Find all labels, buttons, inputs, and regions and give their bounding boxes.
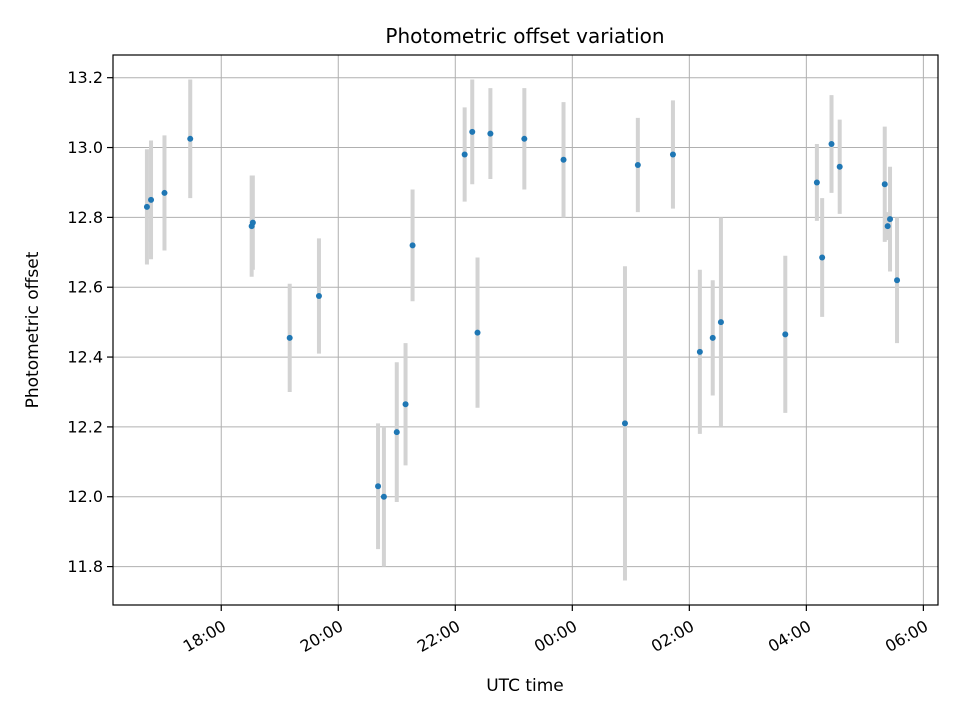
data-point [487,130,494,137]
y-tick-label: 12.0 [67,487,103,506]
data-point [143,203,150,210]
data-point [375,483,382,490]
y-tick-label: 12.2 [67,417,103,436]
data-point [402,401,409,408]
data-points [143,128,901,500]
data-point [315,292,322,299]
data-point [894,277,901,284]
y-tick-label: 13.0 [67,138,103,157]
data-point [836,163,843,170]
y-tick-label: 12.6 [67,278,103,297]
data-point [634,162,641,168]
data-point [461,151,468,158]
data-point [621,420,628,427]
y-axis-title: Photometric offset [23,251,43,408]
data-point [409,242,416,249]
plot-area-frame [112,54,939,606]
data-point [782,331,789,338]
data-point [887,216,894,223]
y-tick-label: 12.4 [67,348,103,367]
data-point [161,189,168,196]
data-point [709,334,716,341]
data-point [717,319,724,326]
data-point [881,181,888,188]
data-point [469,128,476,135]
data-point [521,135,528,142]
data-point [813,179,820,186]
data-point [560,156,567,163]
data-point [380,493,387,500]
data-point [828,141,835,148]
data-point [819,254,826,261]
data-point [249,219,256,226]
data-point [669,151,676,158]
chart-title: Photometric offset variation [385,24,664,48]
y-tick-label: 13.2 [67,68,103,87]
data-point [884,223,891,230]
data-point [286,334,293,341]
x-axis-title: UTC time [486,676,564,696]
data-point [474,329,481,336]
data-point [393,429,400,436]
data-point [187,135,194,142]
data-point [148,196,155,203]
y-tick-label: 11.8 [67,557,103,576]
y-tick-label: 12.8 [67,208,103,227]
data-point [696,348,703,355]
